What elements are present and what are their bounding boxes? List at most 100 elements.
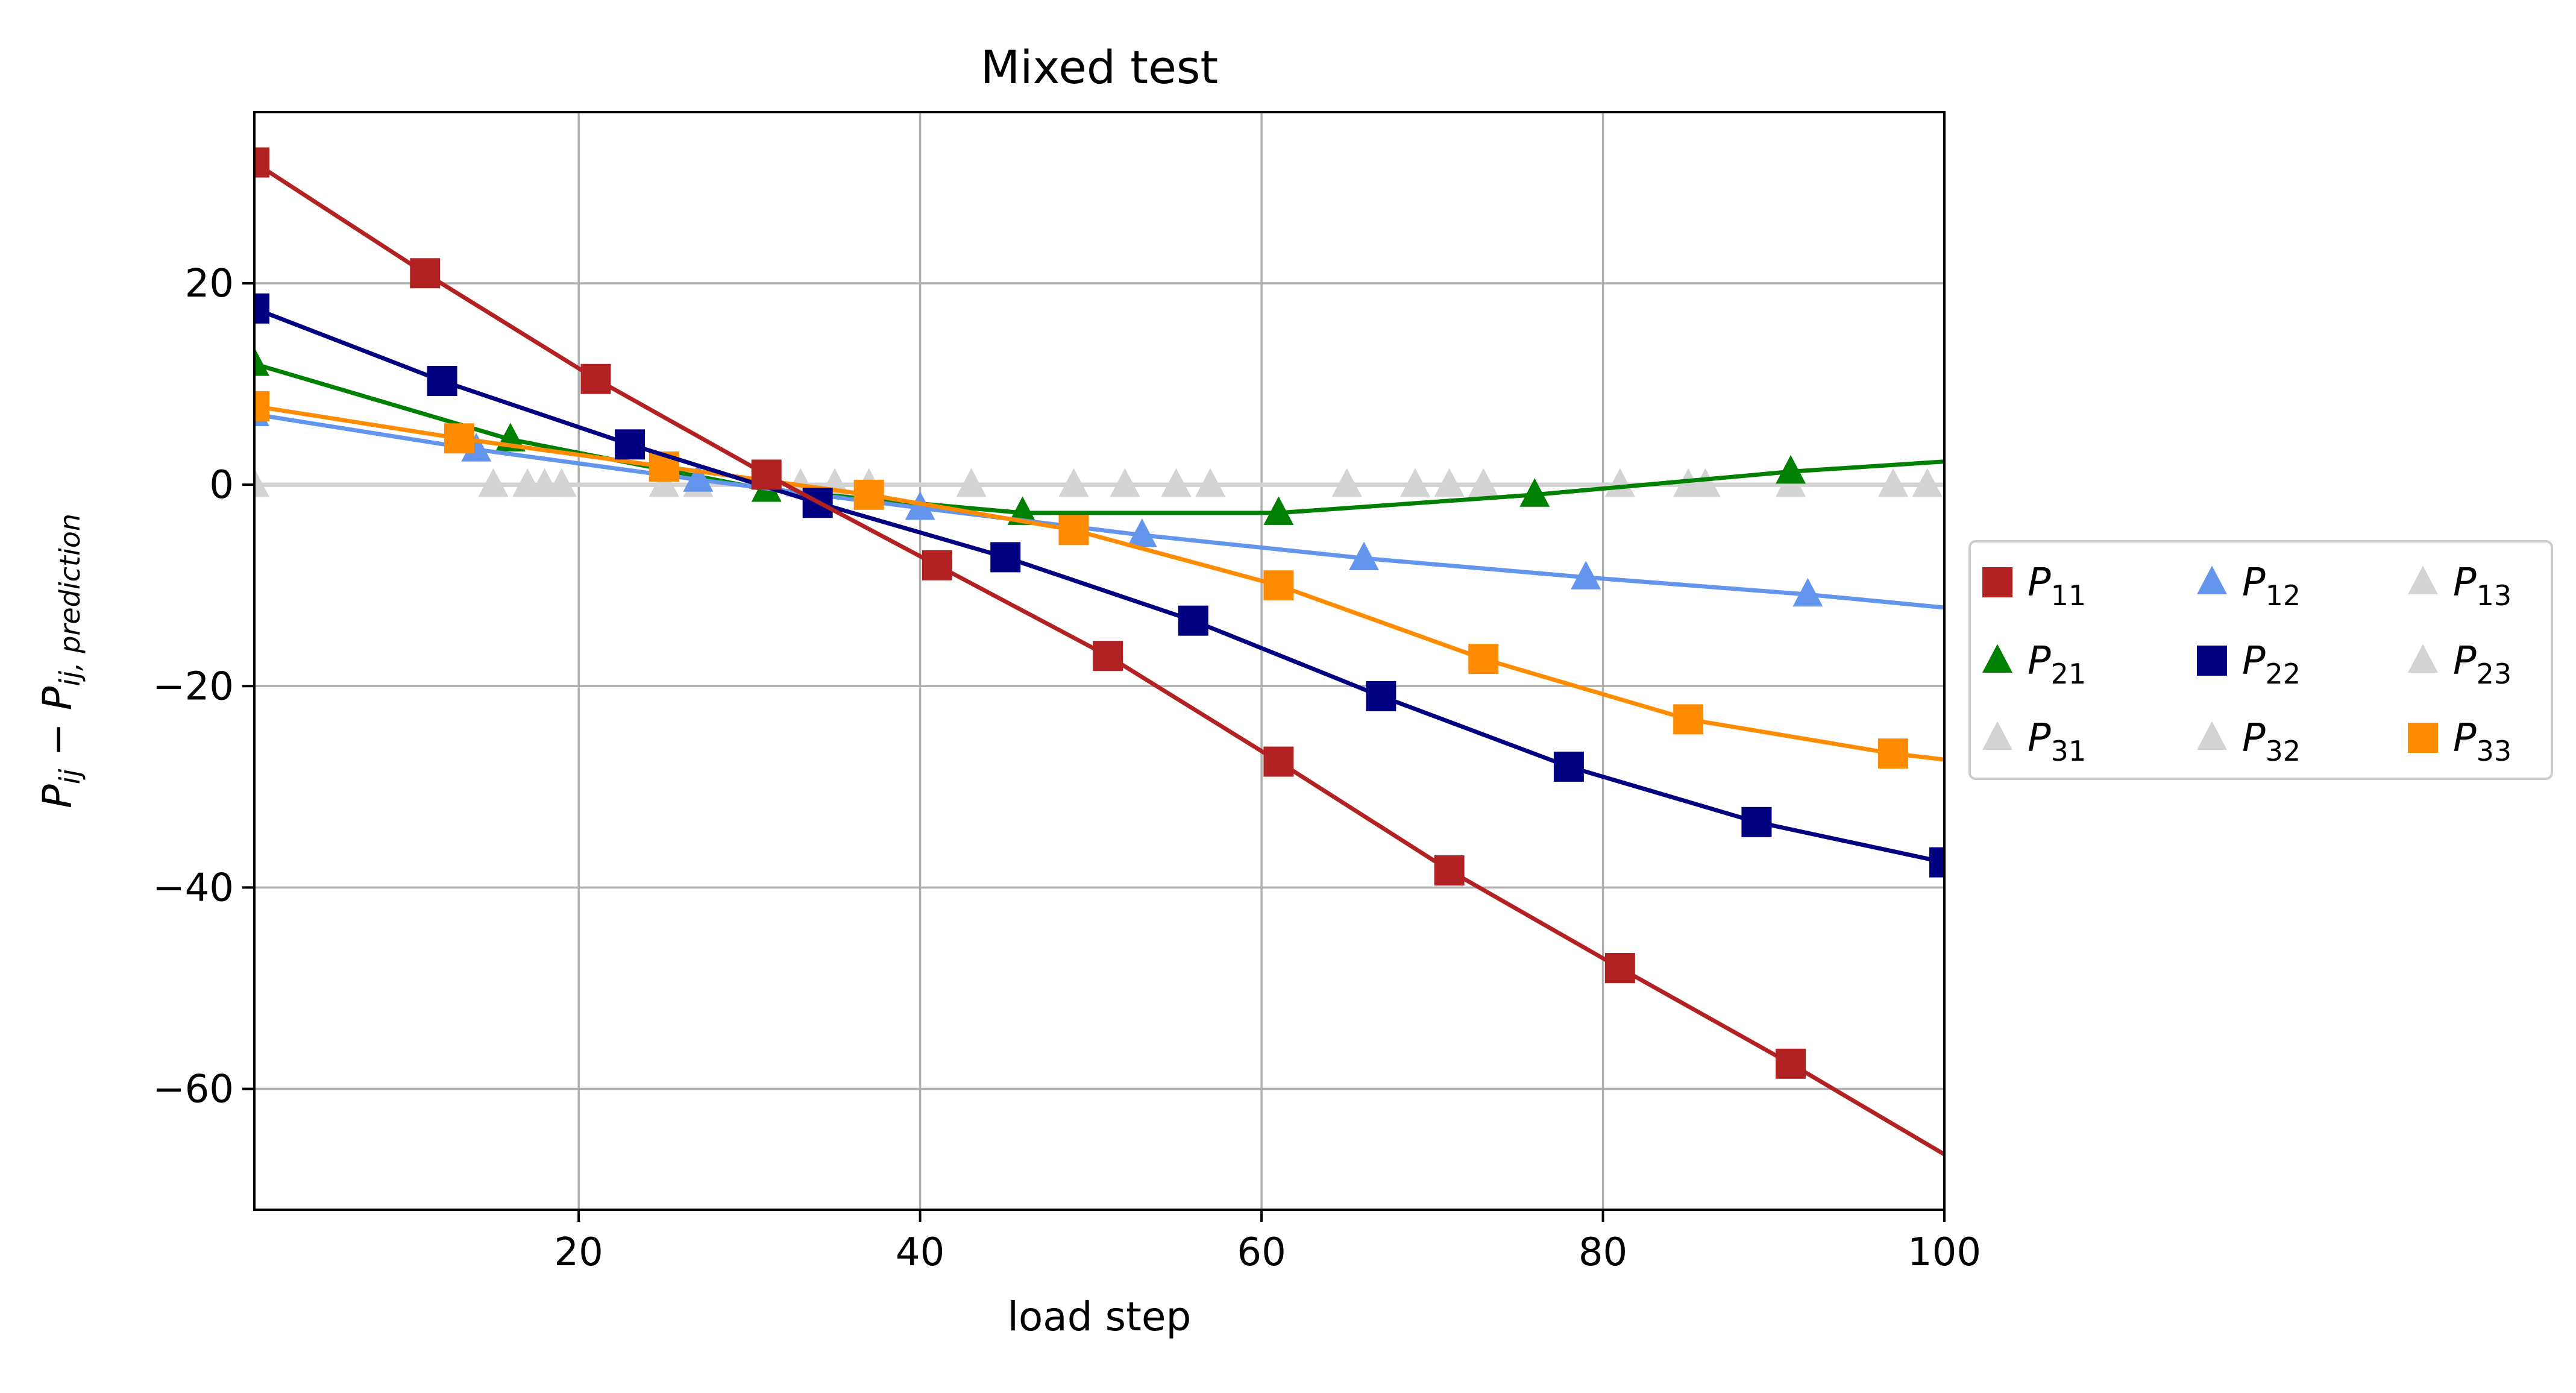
legend-marker-P22: [2197, 646, 2227, 676]
legend-marker-P13: [2408, 565, 2438, 594]
legend-label-P22: P22: [2242, 639, 2301, 690]
data-point-P22: [1929, 847, 1944, 878]
legend-label-P31: P31: [2028, 716, 2086, 767]
data-point-P33: [1673, 704, 1704, 735]
y-label-main2: P: [34, 686, 81, 710]
y-tick-label: 0: [209, 463, 234, 508]
x-axis-label: load step: [1008, 1294, 1192, 1340]
legend-label-P21: P21: [2028, 639, 2086, 690]
legend-item-P13: P13: [2408, 561, 2512, 612]
legend-item-P32: P32: [2197, 716, 2301, 767]
data-point-P11: [1263, 746, 1294, 777]
legend-label-P32: P32: [2242, 716, 2301, 767]
data-point-P32: [1878, 468, 1909, 497]
data-point-P33: [1058, 515, 1089, 546]
legend-item-P22: P22: [2197, 639, 2301, 690]
data-point-P11: [580, 363, 611, 394]
legend-box: [1968, 540, 2553, 780]
y-axis-label-text: Pij − Pij, prediction: [34, 514, 86, 808]
data-point-P32: [1161, 468, 1192, 497]
data-point-P33: [853, 479, 884, 510]
data-point-P12: [1571, 561, 1601, 590]
legend-marker-P32: [2197, 721, 2227, 750]
legend-item-P33: P33: [2408, 716, 2512, 767]
data-point-P31: [956, 468, 987, 497]
data-point-P11: [254, 147, 269, 178]
data-point-P31: [1912, 468, 1943, 497]
series-P12: [254, 397, 1944, 610]
series-P33: [254, 391, 1944, 769]
x-tick-label: 60: [1237, 1230, 1286, 1275]
legend-marker-P12: [2197, 565, 2227, 594]
data-point-P32: [1110, 468, 1140, 497]
y-label-sub1: ij: [54, 769, 86, 784]
legend-marker-P23: [2408, 644, 2438, 673]
data-point-P33: [1878, 738, 1909, 769]
data-point-P22: [1741, 807, 1772, 837]
chart-title: Mixed test: [981, 40, 1218, 94]
data-point-P21: [1776, 454, 1806, 484]
y-tick-label: −40: [152, 866, 234, 910]
data-point-P33: [1263, 570, 1294, 601]
data-point-P12: [1126, 518, 1157, 547]
data-point-P12: [683, 463, 714, 492]
y-label-main: P: [34, 784, 81, 808]
data-point-P22: [254, 293, 269, 324]
data-point-P32: [529, 468, 560, 497]
legend-item-P23: P23: [2408, 639, 2512, 690]
data-point-P22: [1366, 681, 1396, 711]
data-point-P21: [254, 347, 269, 376]
legend-label-P33: P33: [2453, 716, 2512, 767]
series-line-P22: [254, 306, 1944, 865]
x-axis-ticks: 20 40 60 80 100: [554, 1210, 1981, 1275]
data-point-P32: [1690, 468, 1721, 497]
series-line-P33: [254, 404, 1944, 762]
data-point-P31: [1331, 468, 1362, 497]
data-point-P11: [1776, 1048, 1806, 1079]
series-P11: [254, 147, 1944, 1157]
data-point-P11: [1093, 641, 1123, 671]
data-point-P33: [444, 423, 474, 454]
data-point-P11: [922, 550, 952, 580]
series-P22: [254, 293, 1944, 878]
data-point-P11: [410, 258, 441, 289]
data-point-P12: [1349, 541, 1380, 571]
data-point-P31: [478, 468, 509, 497]
data-point-P32: [1400, 468, 1430, 497]
plot-area-frame: [253, 111, 1946, 1211]
data-point-P11: [1604, 953, 1635, 984]
data-point-P31: [1604, 468, 1635, 497]
data-point-P33: [1468, 644, 1499, 674]
legend-label-P12: P12: [2242, 561, 2301, 612]
data-point-P32: [649, 468, 679, 497]
data-point-P31: [1468, 468, 1499, 497]
data-point-P32: [1434, 468, 1465, 497]
data-point-P33: [254, 391, 269, 421]
legend-marker-P33: [2408, 723, 2438, 753]
data-point-P21: [1263, 496, 1294, 525]
legend-label-P23: P23: [2453, 639, 2512, 690]
legend-marker-P31: [1982, 721, 2012, 750]
series-P21: [254, 347, 1944, 525]
y-tick-label: 20: [185, 262, 234, 306]
data-point-P31: [254, 468, 269, 497]
data-point-P11: [1434, 855, 1465, 885]
legend-label-P13: P13: [2453, 561, 2512, 612]
y-label-sub2: ij, prediction: [54, 514, 86, 687]
x-tick-label: 80: [1579, 1230, 1627, 1275]
legend-label-P11: P11: [2028, 561, 2086, 612]
legend-marker-P11: [1982, 567, 2012, 597]
series-group: [254, 147, 1944, 1157]
y-tick-label: −20: [152, 664, 234, 709]
data-point-P12: [1792, 577, 1823, 607]
data-point-P22: [1553, 751, 1584, 782]
legend-item-P12: P12: [2197, 561, 2301, 612]
data-point-P22: [1178, 605, 1208, 636]
y-axis-ticks: 20 0 −20 −40 −60: [152, 262, 254, 1112]
data-point-P22: [990, 542, 1021, 573]
data-point-P12: [461, 433, 492, 462]
legend-item-P21: P21: [1982, 639, 2086, 690]
x-tick-label: 40: [896, 1230, 944, 1275]
y-label-minus: −: [34, 710, 81, 769]
